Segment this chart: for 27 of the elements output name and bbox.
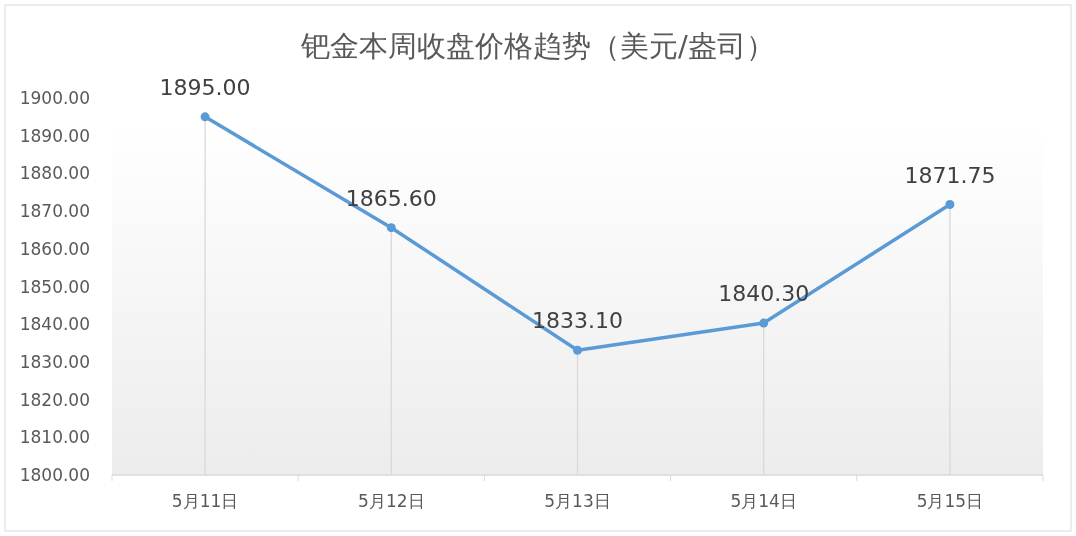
point xyxy=(759,318,769,328)
point xyxy=(573,345,582,355)
x-tick-label: 5月13日 xyxy=(544,491,611,511)
y-tick-label: 1850.00 xyxy=(19,276,90,297)
x-tick-label: 5月11日 xyxy=(171,491,239,511)
y-tick-label: 1890.00 xyxy=(19,125,90,146)
y-tick-label: 1900.00 xyxy=(19,88,90,108)
y-tick-label: 1800.00 xyxy=(19,465,90,485)
x-tick-label: 5月12日 xyxy=(358,491,425,511)
chart-title: 钯金本周收盘价格趋势（美元/盎司） xyxy=(300,29,775,63)
y-tick-label: 1860.00 xyxy=(19,238,90,259)
point xyxy=(200,112,210,122)
y-tick-label: 1830.00 xyxy=(19,351,90,372)
x-tick-label: 5月14日 xyxy=(730,491,797,511)
text: 1865.60 xyxy=(345,185,437,211)
y-tick-label: 1840.00 xyxy=(19,314,90,335)
point xyxy=(945,200,955,209)
y-tick-label: 1870.00 xyxy=(19,201,90,222)
text: 1833.10 xyxy=(532,308,623,334)
y-tick-label: 1810.00 xyxy=(19,427,90,448)
text: 1840.30 xyxy=(718,281,810,307)
text: 1871.75 xyxy=(904,162,996,188)
x-tick-label: 5月15日 xyxy=(916,491,984,511)
point xyxy=(386,223,396,233)
y-tick-label: 1820.00 xyxy=(19,389,90,410)
text: 1895.00 xyxy=(159,74,251,100)
y-tick-label: 1880.00 xyxy=(19,163,90,184)
